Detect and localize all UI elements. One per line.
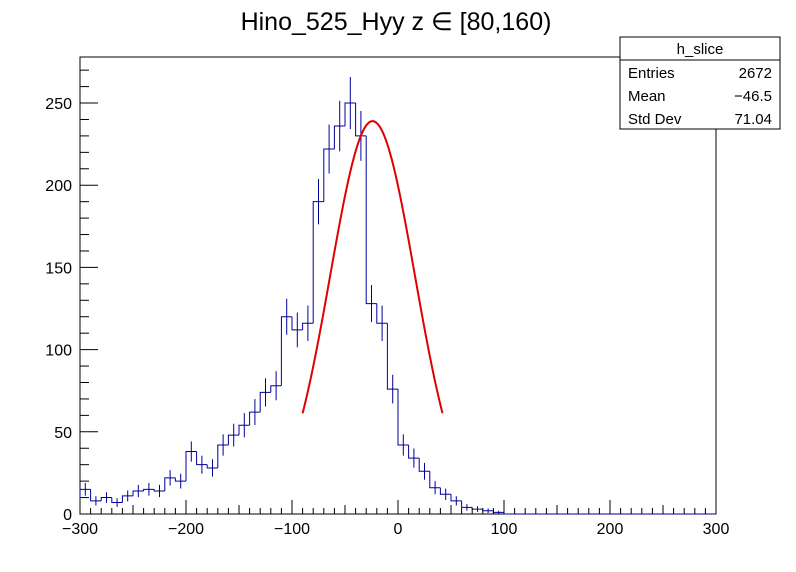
axes-layer: −300 −200 −100 0 100 200 300 0 50 100 150 200 250 [45,69,730,538]
histogram-bin [174,477,186,482]
histogram-bin [143,488,155,491]
histogram-layer [79,77,716,515]
y-tick-label: 200 [45,178,72,195]
histogram-bin [132,490,144,496]
histogram-bin [355,103,367,137]
stats-box: h_slice Entries 2672 Mean −46.5 Std Dev … [619,36,781,130]
histogram-bin [408,444,420,459]
histogram-bin [386,323,398,390]
x-tick-label: 200 [597,521,624,538]
stats-mean-value: −46.5 [734,88,772,105]
histogram-bin [302,322,314,330]
histogram-bin [100,497,112,501]
y-tick-label: 150 [45,260,72,277]
stats-stddev-value: 71.04 [734,111,772,128]
chart-title: Hino_525_Hyy z ∈ [80,160) [241,8,552,36]
histogram-bin [249,411,261,426]
y-tick-label: 100 [45,343,72,360]
histogram-bin [365,135,377,305]
x-tick-label: −200 [168,521,204,538]
histogram-bin [270,385,282,393]
histogram-bin [429,471,441,489]
histogram-bin [291,316,303,331]
histogram-bin [439,487,451,495]
stats-stddev-label: Std Dev [628,111,682,128]
histogram-bin [153,489,165,492]
histogram-bin [121,495,133,503]
histogram-bin [450,494,462,502]
histogram-bin [344,102,356,127]
histogram-bin [111,497,123,503]
gaussian-fit-curve [301,120,444,414]
x-tick-label: −100 [274,521,310,538]
histogram-bin [217,444,229,468]
histogram-bin [418,458,430,472]
y-tick-label: 250 [45,96,72,113]
histogram-bin [397,389,409,446]
histogram-bin [185,451,197,482]
histogram-bin [90,489,102,502]
histogram-bin [312,201,324,324]
histogram-bin [323,148,335,202]
histogram-bin [461,500,473,508]
stats-entries-label: Entries [628,65,675,82]
x-tick-label: 100 [491,521,518,538]
x-tick-label: 300 [703,521,730,538]
fit-layer [301,120,444,414]
histogram-bin [164,477,176,491]
x-tick-label: −300 [62,521,98,538]
histogram-bin [280,316,292,386]
histogram-bin [259,391,271,413]
stats-box-name: h_slice [677,41,724,58]
histogram-bin [227,434,239,445]
histogram-bin [503,512,515,515]
y-tick-label: 50 [54,425,72,442]
histogram-bin [376,303,388,324]
stats-entries-value: 2672 [739,65,772,82]
stats-mean-label: Mean [628,88,666,105]
stats-box-frame [619,36,781,130]
histogram-bin [333,125,345,150]
histogram-bin [196,451,208,466]
histogram-bin [206,464,218,469]
y-tick-label: 0 [63,507,72,524]
histogram-bin [238,424,250,436]
x-tick-label: 0 [394,521,403,538]
